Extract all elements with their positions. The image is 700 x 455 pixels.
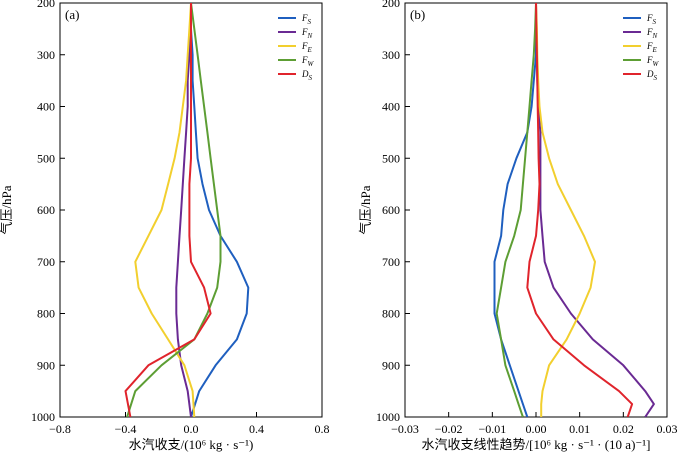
legend-entry: DS: [646, 69, 658, 82]
legend-label-base: F: [301, 27, 308, 37]
y-tick-label: 900: [382, 358, 400, 372]
y-tick-label: 700: [37, 255, 55, 269]
x-axis-label: 水汽收支线性趋势/[10⁶ kg · s⁻¹ · (10 a)⁻¹]: [422, 437, 651, 452]
y-tick-label: 600: [37, 203, 55, 217]
y-tick-label: 900: [37, 358, 55, 372]
legend-label-sub: W: [308, 60, 315, 68]
legend-label-base: F: [646, 13, 653, 23]
legend-label-sub: S: [654, 74, 658, 82]
y-tick-label: 400: [37, 100, 55, 114]
x-tick-label: 0.03: [657, 422, 678, 436]
legend-label-sub: E: [307, 46, 313, 54]
y-tick-label: 1000: [376, 410, 400, 424]
legend-entry: FS: [301, 13, 312, 26]
series-line-f-w: [126, 3, 222, 417]
legend-label-base: D: [301, 69, 309, 79]
legend-label-sub: W: [653, 60, 660, 68]
legend-entry: FN: [301, 27, 313, 40]
x-tick-label: −0.03: [391, 422, 419, 436]
panel-label: (a): [65, 7, 79, 22]
series-line-f-s: [493, 3, 537, 417]
legend-label-base: F: [301, 13, 308, 23]
legend-entry: FW: [646, 55, 660, 68]
legend-label-sub: S: [309, 74, 313, 82]
legend-label-base: F: [301, 55, 308, 65]
x-tick-label: −0.01: [478, 422, 506, 436]
legend-label-sub: N: [307, 32, 313, 40]
legend-label-sub: S: [653, 18, 657, 26]
series-line-f-e: [535, 3, 596, 417]
series-line-f-n: [535, 3, 655, 417]
legend-label-base: D: [646, 69, 654, 79]
series-line-f-e: [134, 3, 196, 417]
x-tick-label: −0.02: [435, 422, 463, 436]
series-line-f-w: [495, 3, 537, 417]
legend-label-base: F: [646, 41, 653, 51]
x-tick-label: 0.4: [249, 422, 264, 436]
chart-panel-b: 200 300 400 500 600 700 800 900 1000−0.03 −0.02 −0…: [358, 0, 678, 452]
y-axis-label: 气压/hPa: [0, 185, 14, 234]
legend-entry: FW: [301, 55, 315, 68]
x-tick-label: 0.0: [184, 422, 199, 436]
y-tick-label: 200: [382, 0, 400, 10]
legend-entry: FE: [301, 41, 313, 54]
legend-label-base: F: [646, 27, 653, 37]
legend-label-base: F: [646, 55, 653, 65]
y-tick-label: 300: [37, 48, 55, 62]
x-tick-label: 0.8: [315, 422, 330, 436]
series-line-f-s: [190, 3, 250, 417]
x-tick-label: 0.02: [613, 422, 634, 436]
legend-entry: FN: [646, 27, 658, 40]
x-tick-label: −0.8: [49, 422, 71, 436]
y-tick-label: 500: [37, 151, 55, 165]
y-tick-label: 800: [382, 307, 400, 321]
legend-label-sub: N: [652, 32, 658, 40]
series-line-d-s: [526, 3, 634, 417]
y-axis-label: 气压/hPa: [358, 185, 373, 234]
legend-label-sub: S: [308, 18, 312, 26]
y-tick-label: 600: [382, 203, 400, 217]
legend-entry: FE: [646, 41, 658, 54]
legend-label-sub: E: [652, 46, 658, 54]
x-tick-label: 0.01: [569, 422, 590, 436]
y-tick-label: 300: [382, 48, 400, 62]
panel-label: (b): [410, 7, 425, 22]
chart-panel-a: 200 300 400 500 600 700 800 900 1000−0.8 −0.4 0.0 0…: [0, 0, 330, 452]
y-tick-label: 700: [382, 255, 400, 269]
x-tick-label: 0.00: [526, 422, 547, 436]
series-line-d-s: [124, 3, 212, 417]
legend-entry: FS: [646, 13, 657, 26]
y-tick-label: 400: [382, 100, 400, 114]
x-tick-label: −0.4: [115, 422, 137, 436]
legend-entry: DS: [301, 69, 313, 82]
x-axis-label: 水汽收支/(10⁶ kg · s⁻¹): [129, 437, 254, 452]
y-tick-label: 500: [382, 151, 400, 165]
y-tick-label: 800: [37, 307, 55, 321]
y-tick-label: 200: [37, 0, 55, 10]
legend-label-base: F: [301, 41, 308, 51]
y-tick-label: 1000: [31, 410, 55, 424]
